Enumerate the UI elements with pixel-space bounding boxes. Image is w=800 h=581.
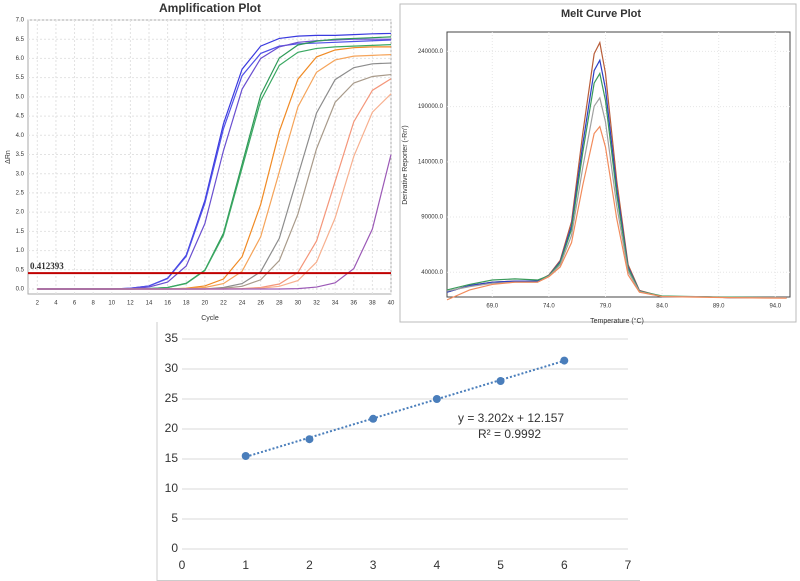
x-tick-label: 28 (276, 301, 283, 307)
y-tick-label: 25 (165, 391, 179, 405)
chart-title: Melt Curve Plot (561, 8, 641, 20)
y-tick-label: 240000.0 (418, 49, 444, 55)
y-tick-label: 140000.0 (418, 159, 444, 165)
y-tick-label: 0.0 (16, 287, 25, 293)
y-tick-label: 7.0 (16, 18, 25, 24)
series-line (37, 154, 392, 290)
x-tick-label: 84.0 (656, 304, 668, 310)
x-tick-label: 26 (257, 301, 264, 307)
x-tick-label: 36 (350, 301, 357, 307)
x-tick-label: 16 (164, 301, 171, 307)
trendline-annotation: y = 3.202x + 12.157 (458, 411, 564, 425)
data-point (560, 356, 569, 365)
y-tick-label: 3.5 (16, 152, 25, 158)
y-tick-label: 35 (165, 331, 179, 345)
y-axis-label: Derivative Reporter (-Rn') (402, 125, 409, 205)
y-tick-label: 90000.0 (421, 215, 443, 221)
y-tick-label: 1.0 (16, 248, 25, 254)
y-tick-label: 2.0 (16, 210, 25, 216)
y-tick-label: 40000.0 (421, 270, 443, 276)
x-tick-label: 20 (202, 301, 209, 307)
trendline-annotation: R² = 0.9992 (478, 427, 541, 441)
x-tick-label: 22 (220, 301, 227, 307)
y-tick-label: 0 (171, 541, 178, 555)
x-tick-label: 1 (242, 558, 249, 572)
data-point (241, 452, 250, 460)
y-tick-label: 6.0 (16, 56, 25, 62)
y-tick-label: 4.0 (16, 133, 25, 139)
y-tick-label: 20 (165, 421, 179, 435)
y-tick-label: 15 (165, 451, 179, 465)
chart-title: Amplification Plot (159, 1, 261, 15)
melt-panel-frame (399, 3, 797, 323)
x-tick-label: 18 (183, 301, 190, 307)
x-tick-label: 6 (561, 558, 568, 572)
x-tick-label: 10 (108, 301, 115, 307)
series-line (446, 125, 787, 301)
x-tick-label: 8 (91, 301, 95, 307)
threshold-label: 0.412393 (30, 261, 64, 271)
x-tick-label: 94.0 (769, 304, 781, 310)
x-tick-label: 7 (625, 558, 632, 572)
x-tick-label: 89.0 (713, 304, 725, 310)
x-tick-label: 2 (306, 558, 313, 572)
y-tick-label: 5.0 (16, 94, 25, 100)
data-point (369, 414, 378, 423)
y-axis-label: ΔRn (5, 150, 12, 164)
x-tick-label: 0 (179, 558, 186, 572)
x-tick-label: 79.0 (600, 304, 612, 310)
data-point (496, 377, 505, 385)
x-tick-label: 30 (295, 301, 302, 307)
trendline (245, 359, 565, 458)
x-tick-label: 14 (146, 301, 153, 307)
x-tick-label: 3 (370, 558, 377, 572)
data-point (432, 395, 441, 403)
x-tick-label: 5 (497, 558, 504, 572)
x-tick-label: 24 (239, 301, 246, 307)
y-tick-label: 10 (165, 481, 179, 495)
y-tick-label: 1.5 (16, 229, 25, 235)
x-tick-label: 40 (388, 301, 395, 307)
y-tick-label: 30 (165, 361, 179, 375)
x-axis-label: Cycle (201, 315, 219, 322)
y-tick-label: 3.0 (16, 171, 25, 177)
x-tick-label: 34 (332, 301, 339, 307)
plot-area (446, 31, 791, 298)
y-tick-label: 5 (171, 511, 178, 525)
data-point (305, 435, 314, 444)
x-axis-label: Temperature (°C) (590, 317, 644, 325)
x-tick-label: 4 (434, 558, 441, 572)
x-tick-label: 4 (54, 301, 58, 307)
x-tick-label: 2 (36, 301, 40, 307)
y-tick-label: 190000.0 (418, 104, 444, 110)
x-tick-label: 12 (127, 301, 134, 307)
y-tick-label: 6.5 (16, 37, 25, 43)
y-tick-label: 4.5 (16, 114, 25, 120)
y-tick-label: 0.5 (16, 267, 25, 273)
x-tick-label: 38 (369, 301, 376, 307)
x-tick-label: 32 (313, 301, 320, 307)
y-tick-label: 2.5 (16, 191, 25, 197)
y-tick-label: 5.5 (16, 75, 25, 81)
x-tick-label: 6 (73, 301, 77, 307)
x-tick-label: 69.0 (486, 304, 498, 310)
x-tick-label: 74.0 (543, 304, 555, 310)
